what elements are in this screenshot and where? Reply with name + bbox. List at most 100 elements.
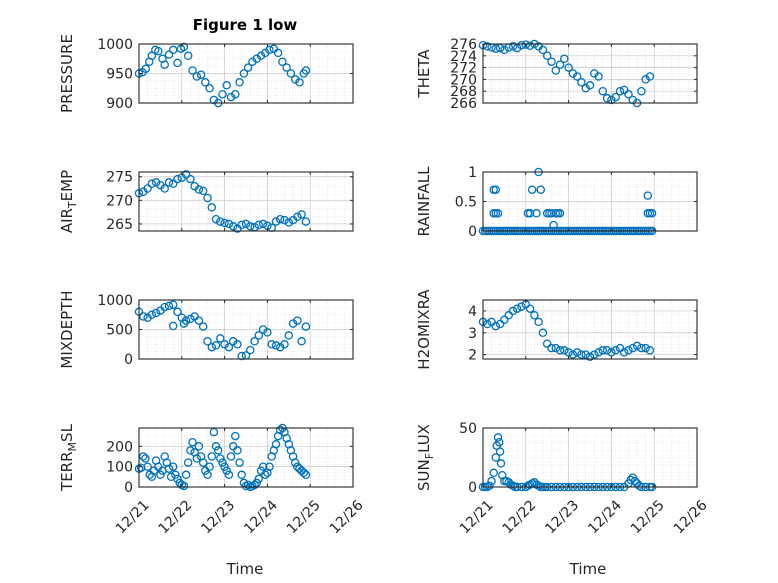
data-point	[194, 442, 204, 451]
axes-air-temp: 265 270 275 AIRTEMP	[58, 170, 354, 233]
data-point	[181, 470, 191, 480]
data-point	[265, 462, 274, 471]
data-point	[301, 322, 311, 331]
data-point	[243, 480, 253, 490]
data-point	[624, 89, 633, 99]
axes-box	[482, 427, 698, 488]
data-point	[500, 45, 509, 55]
data-point	[271, 440, 281, 449]
data-point	[271, 341, 281, 350]
data-point	[495, 447, 505, 456]
data-point	[487, 317, 496, 327]
x-tick-label: 12/21	[457, 497, 497, 537]
data-point	[508, 306, 518, 316]
y-tick-label: 0	[124, 352, 133, 368]
data-point	[517, 40, 526, 50]
data-point	[647, 209, 657, 218]
data-point	[205, 84, 214, 93]
data-point	[628, 343, 638, 353]
data-point	[198, 458, 208, 467]
data-point	[301, 470, 311, 480]
data-point	[231, 431, 240, 441]
data-point	[498, 470, 507, 480]
y-tick-label: 272	[450, 61, 477, 77]
x-tick-label: 12/24	[241, 497, 281, 537]
data-point	[143, 462, 152, 471]
data-point	[141, 64, 151, 74]
data-point	[198, 322, 208, 331]
data-point	[280, 340, 289, 349]
data-point	[173, 307, 182, 317]
data-point	[577, 350, 586, 359]
y-tick-label: 0	[468, 224, 477, 240]
plot-area	[139, 428, 353, 487]
data-point	[564, 63, 573, 72]
data-point	[179, 319, 189, 328]
plot-area	[483, 300, 697, 359]
x-axis-label-left: Time	[226, 560, 264, 578]
data-point	[237, 470, 246, 480]
data-point	[265, 45, 274, 55]
data-point	[491, 185, 501, 194]
data-point	[301, 217, 311, 226]
y-axis-label: H2OMIXRA	[415, 289, 433, 370]
data-point	[256, 51, 266, 61]
data-point	[233, 340, 242, 349]
axes-terr-msl: 12/21 12/22 12/23 12/24 12/25 12/26 0 100 200 TER…	[58, 423, 367, 537]
data-point	[188, 66, 197, 75]
data-point	[641, 75, 650, 84]
y-tick-label: 2	[468, 348, 477, 364]
data-point	[496, 459, 506, 468]
y-tick-label: 270	[106, 193, 133, 209]
data-point	[263, 328, 272, 337]
data-point	[233, 446, 242, 455]
x-tick-label: 12/23	[542, 497, 582, 537]
data-point	[611, 346, 620, 355]
data-point	[164, 178, 174, 187]
data-point	[160, 184, 169, 193]
axes-rainfall: 0 0.5 1 RAINFALL	[415, 165, 698, 240]
y-axis-label: MIXDEPTH	[58, 290, 76, 368]
data-point	[278, 57, 287, 66]
data-point	[594, 348, 603, 357]
y-tick-label: 274	[450, 49, 477, 65]
data-point	[168, 300, 178, 309]
axes-h2omixra: 2 3 4 H2OMIXRA	[415, 289, 698, 370]
data-point	[237, 220, 246, 230]
data-point	[602, 346, 612, 355]
data-point	[231, 89, 240, 99]
data-point	[226, 92, 236, 102]
data-point	[525, 209, 535, 218]
data-point	[183, 458, 193, 467]
data-point	[619, 85, 629, 95]
data-point	[485, 481, 494, 491]
data-point	[239, 69, 249, 78]
data-point	[542, 339, 552, 348]
data-point	[171, 470, 180, 480]
data-point	[512, 304, 522, 313]
y-tick-label: 266	[450, 96, 477, 112]
data-point	[186, 174, 195, 184]
axes-box	[138, 171, 354, 232]
axes-box	[138, 427, 354, 488]
data-point	[532, 209, 541, 218]
x-tick-label: 12/25	[628, 497, 668, 537]
data-point	[538, 328, 548, 338]
data-point	[168, 45, 178, 55]
data-point	[504, 311, 513, 320]
data-point	[598, 86, 608, 96]
y-tick-label: 1000	[97, 37, 133, 53]
x-tick-label: 12/21	[113, 497, 153, 537]
y-tick-label: 500	[106, 323, 133, 339]
data-point	[489, 468, 498, 478]
data-point	[645, 72, 655, 81]
data-point	[615, 86, 625, 96]
data-point	[500, 315, 509, 324]
data-point	[235, 78, 244, 87]
data-point	[493, 209, 503, 218]
data-point	[194, 185, 204, 194]
data-point	[637, 343, 646, 353]
x-tick-label: 12/22	[156, 497, 196, 537]
